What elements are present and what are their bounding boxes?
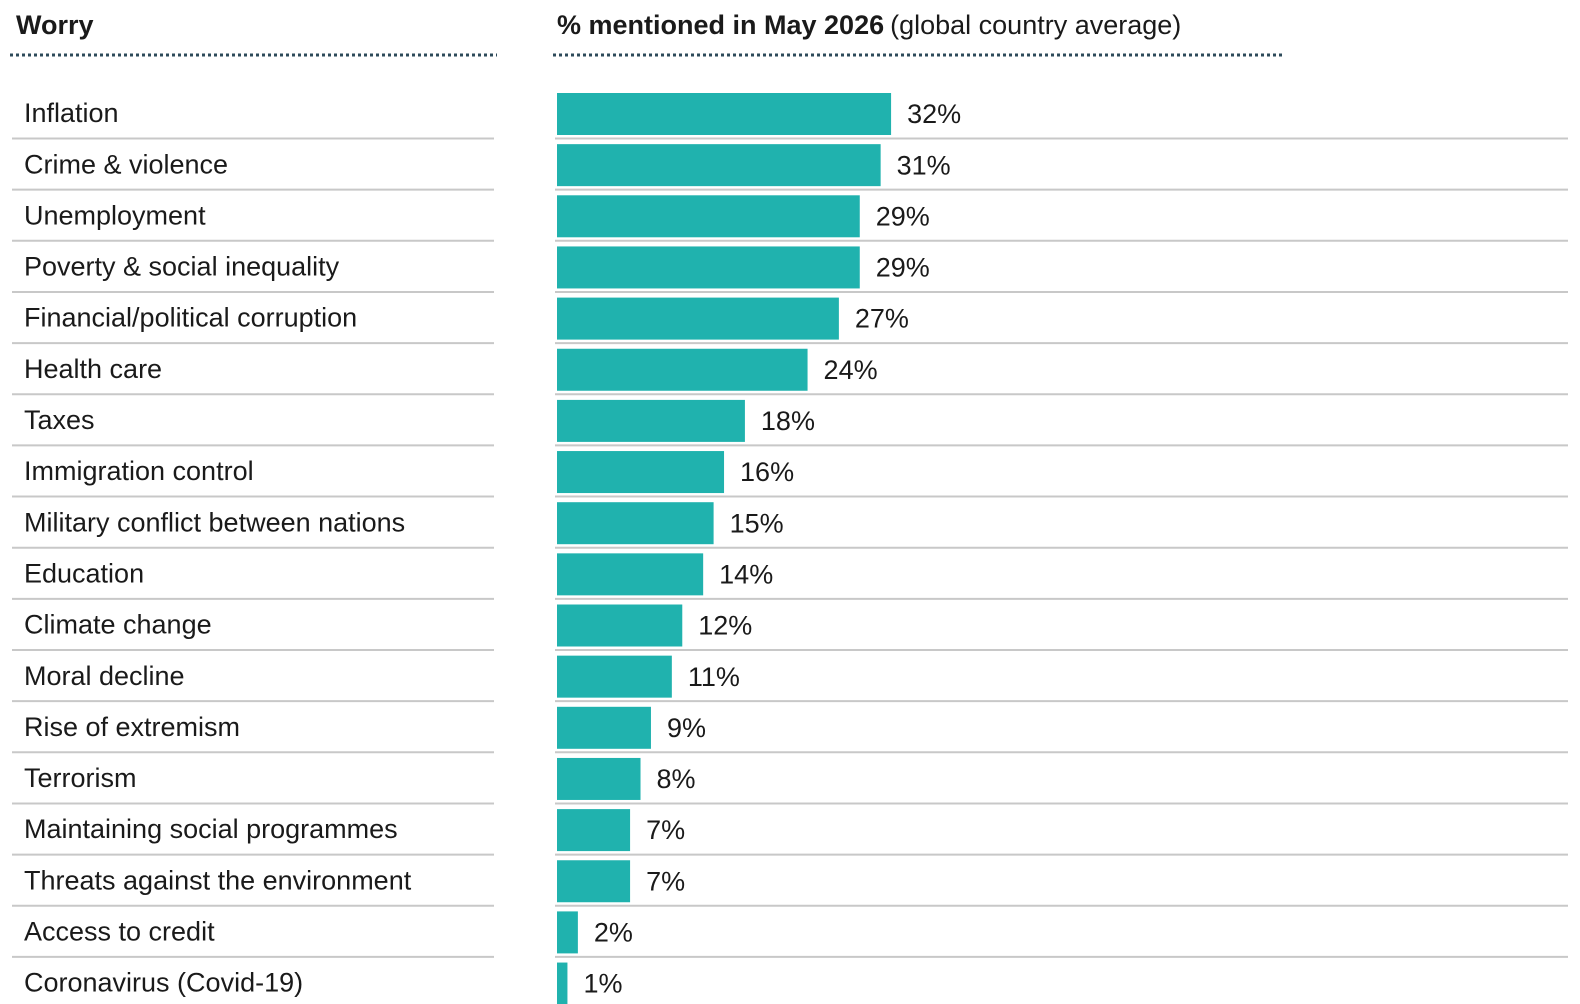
bar (557, 655, 672, 698)
bar (557, 195, 860, 238)
category-label: Taxes (24, 405, 95, 435)
bar (557, 348, 808, 391)
bar (557, 553, 704, 596)
bar (557, 809, 631, 852)
bar (557, 297, 839, 340)
category-label: Threats against the environment (24, 865, 412, 895)
value-label: 7% (646, 866, 685, 896)
value-label: 16% (740, 457, 794, 487)
bar (557, 451, 725, 494)
value-label: 31% (897, 150, 951, 180)
category-header: Worry (16, 10, 94, 40)
value-label: 24% (824, 355, 878, 385)
value-label: 2% (594, 918, 633, 948)
value-label: 1% (583, 969, 622, 999)
category-label: Climate change (24, 610, 212, 640)
value-label: 15% (730, 508, 784, 538)
value-label: 9% (667, 713, 706, 743)
chart-subtitle: (global country average) (890, 10, 1181, 40)
value-label: 27% (855, 304, 909, 334)
bar (557, 757, 641, 800)
category-label: Health care (24, 354, 162, 384)
value-label: 8% (657, 764, 696, 794)
bar (557, 399, 745, 442)
category-label: Crime & violence (24, 149, 228, 179)
category-label: Poverty & social inequality (24, 252, 340, 282)
category-label: Maintaining social programmes (24, 814, 398, 844)
bar (557, 93, 892, 135)
value-label: 18% (761, 406, 815, 436)
column-header: % mentioned in May 2026 (global country a… (557, 10, 1181, 40)
category-label: Financial/political corruption (24, 303, 357, 333)
bar (557, 144, 881, 187)
chart-title: % mentioned in May 2026 (557, 10, 884, 40)
value-label: 7% (646, 815, 685, 845)
value-label: 11% (688, 662, 740, 692)
value-label: 29% (876, 201, 930, 231)
category-label: Coronavirus (Covid-19) (24, 968, 303, 998)
value-label: 29% (876, 253, 930, 283)
value-label: 32% (907, 99, 961, 129)
category-label: Education (24, 558, 144, 588)
category-label: Moral decline (24, 661, 185, 691)
category-label: Immigration control (24, 456, 254, 486)
bar (557, 911, 578, 954)
bar (557, 706, 651, 749)
category-label: Inflation (24, 98, 119, 128)
category-label: Access to credit (24, 917, 215, 947)
category-label: Rise of extremism (24, 712, 240, 742)
category-label: Terrorism (24, 763, 137, 793)
bar (557, 604, 683, 647)
value-label: 12% (698, 611, 752, 641)
bar (557, 502, 714, 545)
category-label: Unemployment (24, 200, 206, 230)
value-label: 14% (719, 559, 773, 589)
category-label: Military conflict between nations (24, 507, 405, 537)
bar (557, 246, 860, 289)
bar (557, 962, 568, 1004)
bar (557, 860, 631, 903)
